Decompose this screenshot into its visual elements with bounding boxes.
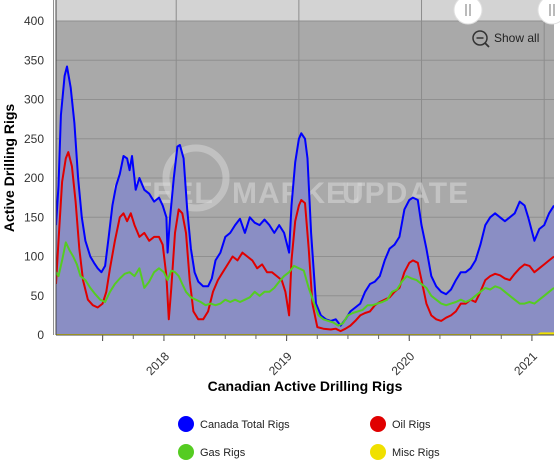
- series-line-oil-rigs[interactable]: [56, 151, 554, 333]
- x-tick-label: 2019: [266, 349, 295, 378]
- y-tick-label: 300: [24, 93, 44, 107]
- range-selector-strip[interactable]: [56, 0, 554, 21]
- legend-swatch: [370, 444, 386, 460]
- legend-label: Gas Rigs: [200, 447, 246, 459]
- y-tick-label: 250: [24, 132, 44, 146]
- x-tick-label: 2018: [143, 349, 172, 378]
- series-line-canada-total-rigs[interactable]: [56, 65, 554, 327]
- legend-swatch: [370, 416, 386, 432]
- y-tick-label: 150: [24, 210, 44, 224]
- show-all-label: Show all: [494, 31, 539, 45]
- y-tick-label: 350: [24, 53, 44, 67]
- legend-label: Misc Rigs: [392, 447, 440, 459]
- legend-swatch: [178, 416, 194, 432]
- legend-item-oil-rigs[interactable]: Oil Rigs: [370, 416, 431, 432]
- x-tick-label: 2021: [511, 349, 540, 378]
- y-tick-label: 200: [24, 171, 44, 185]
- legend: Canada Total Rigs Oil Rigs Gas Rigs Misc Ri…: [178, 416, 440, 460]
- x-tick-label: 2020: [389, 349, 418, 378]
- y-axis-title: Active Drilling Rigs: [1, 104, 17, 233]
- range-handle-right[interactable]: [537, 0, 560, 25]
- series-line-misc-rigs[interactable]: [56, 332, 554, 335]
- series-line-gas-rigs[interactable]: [56, 241, 554, 327]
- zoom-out-icon: [472, 30, 488, 46]
- series-layer: [56, 65, 554, 335]
- legend-item-canada-total-rigs[interactable]: Canada Total Rigs: [178, 416, 290, 432]
- legend-label: Canada Total Rigs: [200, 419, 290, 431]
- y-axis: 0 50 100 150 200 250 300 350 400: [24, 0, 57, 342]
- y-tick-label: 50: [31, 289, 45, 303]
- show-all-button[interactable]: Show all: [472, 30, 539, 48]
- watermark-text-update: UPDATE: [342, 177, 469, 210]
- x-axis: 2018 2019 2020 2021: [56, 334, 554, 378]
- y-tick-label: 100: [24, 250, 44, 264]
- y-tick-label: 400: [24, 14, 44, 28]
- legend-item-misc-rigs[interactable]: Misc Rigs: [370, 444, 440, 460]
- legend-swatch: [178, 444, 194, 460]
- range-handle-left[interactable]: [453, 0, 483, 25]
- y-tick-label: 0: [37, 328, 44, 342]
- watermark-logo-ring: [162, 144, 230, 212]
- x-axis-title: Canadian Active Drilling Rigs: [208, 378, 403, 394]
- legend-item-gas-rigs[interactable]: Gas Rigs: [178, 444, 246, 460]
- legend-label: Oil Rigs: [392, 419, 431, 431]
